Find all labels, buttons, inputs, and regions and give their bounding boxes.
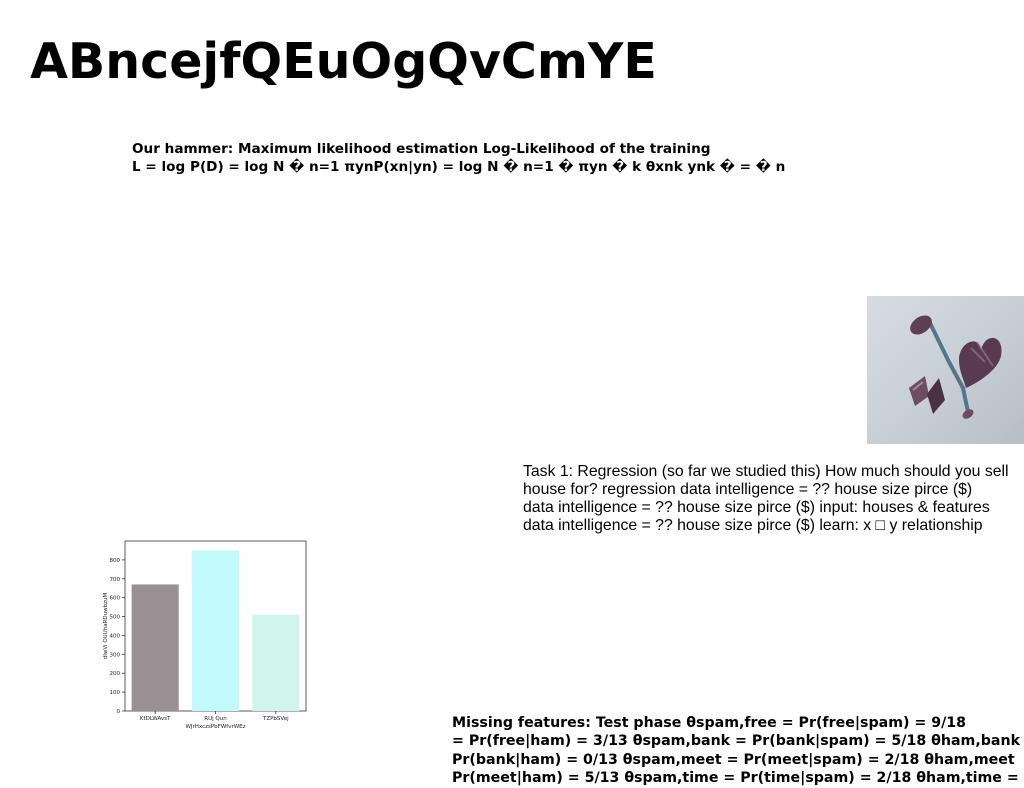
text-line: Pr(bank|ham) = 0/13 θspam,meet = Pr(meet…	[452, 751, 1015, 768]
y-tick-label: 100	[110, 690, 121, 696]
text-line: Our hammer: Maximum likelihood estimatio…	[132, 141, 711, 157]
regression-task-block: Task 1: Regression (so far we studied th…	[523, 463, 1024, 535]
bar	[191, 550, 240, 711]
bar-chart: 0 100 200 300 400 500 600 700 800 KtDLWAvsT RUj Qu…	[98, 534, 314, 734]
text-line: data intelligence = ?? house size pirce …	[523, 499, 990, 516]
text-line: = Pr(free|ham) = 3/13 θspam,bank = Pr(ba…	[452, 733, 1020, 750]
text-line: Pr(meet|ham) = 5/13 θspam,time = Pr(time…	[452, 769, 1019, 786]
roller-stone-bottom	[962, 409, 974, 419]
roller-stone-top	[910, 315, 932, 335]
y-tick-label: 500	[110, 615, 121, 621]
y-tick-label: 800	[110, 558, 121, 564]
text-line: Task 1: Regression (so far we studied th…	[523, 463, 1009, 480]
crystal-point-middle	[927, 378, 945, 414]
bar	[252, 614, 300, 711]
crystal-facial-roller-icon	[909, 315, 1002, 419]
y-tick-label: 400	[110, 633, 121, 639]
x-axis-label: WJrHxczsPbFWfvrWEz	[185, 724, 245, 730]
x-tick-label: RUj Qun	[204, 716, 227, 722]
text-line: house for? regression data intelligence …	[523, 481, 973, 498]
y-tick-label: 300	[110, 652, 121, 658]
crystal-roller-photo	[867, 296, 1024, 444]
heart-stone	[959, 337, 1002, 388]
text-line: Missing features: Test phase θspam,free …	[452, 715, 967, 731]
bar-chart-svg: 0 100 200 300 400 500 600 700 800 KtDLWAvsT RUj Qu…	[103, 540, 307, 730]
mle-text-block: Our hammer: Maximum likelihood estimatio…	[132, 140, 832, 176]
page-title: ABncejfQEuOgQvCmYE	[30, 33, 657, 90]
y-axis-label: dIwVi OUUhaRDuwbzuM	[103, 593, 109, 660]
missing-features-block: Missing features: Test phase θspam,free …	[452, 714, 1024, 787]
y-tick-label: 0	[117, 709, 121, 715]
bar	[131, 584, 179, 711]
y-tick-label: 600	[110, 596, 121, 602]
x-tick-label: KtDLWAvsT	[140, 716, 171, 722]
y-tick-label: 700	[110, 577, 121, 583]
text-line: data intelligence = ?? house size pirce …	[523, 517, 983, 534]
crystal-point-left	[909, 376, 929, 406]
x-tick-label: TZPbSVej	[262, 716, 289, 722]
text-line: L = log P(D) = log N � n=1 πynP(xn|yn) =…	[132, 159, 786, 175]
y-tick-label: 200	[110, 671, 121, 677]
